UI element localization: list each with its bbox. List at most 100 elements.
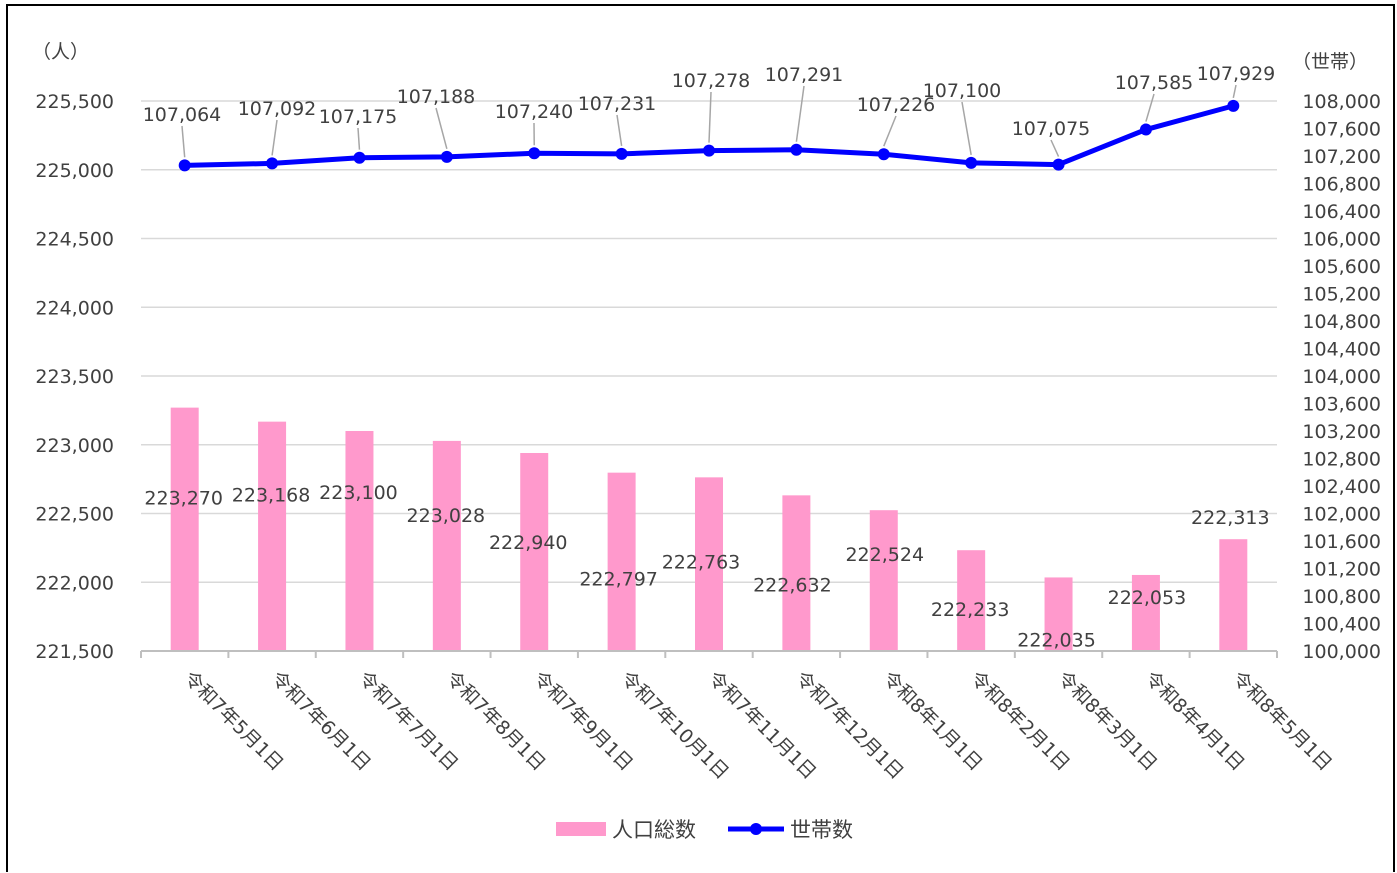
label-leader-lines [181, 84, 1237, 158]
right-tick-label: 101,600 [1302, 531, 1381, 553]
label-leader-line [1232, 84, 1237, 99]
household-data-label: 107,064 [143, 104, 222, 126]
household-line [178, 99, 1240, 172]
population-bar [432, 440, 461, 651]
household-point [440, 150, 453, 163]
population-bar [1044, 577, 1073, 651]
right-tick-label: 107,200 [1302, 146, 1381, 168]
household-data-label: 107,929 [1197, 63, 1276, 85]
population-data-label: 222,233 [931, 599, 1010, 621]
household-point [1227, 99, 1240, 112]
population-bars [170, 407, 1248, 651]
household-point [877, 148, 890, 161]
right-tick-label: 106,400 [1302, 201, 1381, 223]
left-tick-label: 224,500 [35, 229, 114, 251]
household-data-label: 107,100 [923, 80, 1002, 102]
population-data-label: 222,940 [489, 532, 568, 554]
right-tick-label: 104,400 [1302, 339, 1381, 361]
household-point [266, 157, 279, 170]
population-data-label: 222,763 [662, 551, 741, 573]
household-point [703, 144, 715, 157]
right-tick-label: 103,200 [1302, 421, 1381, 443]
right-tick-label: 105,200 [1302, 284, 1381, 306]
gridlines [141, 100, 1277, 583]
legend: 人口総数 世帯数 [556, 818, 853, 842]
population-bar [258, 421, 287, 651]
right-tick-label: 101,200 [1302, 559, 1381, 581]
right-tick-label: 104,800 [1302, 311, 1381, 333]
left-tick-label: 225,500 [35, 91, 114, 113]
population-bar [957, 550, 986, 651]
household-data-label: 107,585 [1115, 72, 1194, 94]
population-data-label: 222,313 [1191, 507, 1270, 529]
household-data-label: 107,226 [857, 94, 936, 116]
population-bar [345, 431, 374, 651]
left-tick-label: 221,500 [35, 641, 114, 663]
right-tick-label: 106,000 [1302, 229, 1381, 251]
household-data-label: 107,175 [319, 106, 398, 128]
label-leader-line [616, 114, 623, 146]
label-leader-line [1145, 93, 1155, 122]
right-tick-label: 100,000 [1302, 641, 1381, 663]
population-data-label: 223,028 [407, 505, 486, 527]
population-data-label: 222,053 [1108, 587, 1187, 609]
right-tick-label: 102,400 [1302, 476, 1381, 498]
population-bar [869, 510, 898, 651]
household-point [965, 156, 978, 169]
left-axis-unit: （人） [32, 41, 89, 63]
household-point [353, 151, 366, 164]
right-axis-ticks: 108,000 107,600 107,200 106,800 106,400 106,0… [1302, 91, 1381, 663]
population-data-label: 222,524 [845, 544, 924, 566]
population-data-label: 222,632 [753, 574, 832, 596]
household-data-label: 107,075 [1012, 118, 1091, 140]
right-tick-label: 102,000 [1302, 504, 1381, 526]
right-tick-label: 108,000 [1302, 91, 1381, 113]
population-bar [1219, 539, 1248, 651]
household-data-label: 107,188 [397, 86, 476, 108]
label-leader-line [435, 107, 448, 150]
left-tick-label: 222,500 [35, 504, 114, 526]
left-tick-label: 222,000 [35, 572, 114, 594]
left-axis-ticks: 225,500 225,000 224,500 224,000 223,500 223,0… [35, 91, 114, 663]
population-data-label: 222,035 [1017, 629, 1096, 651]
label-leader-line [1050, 139, 1060, 157]
legend-swatch-population [556, 822, 606, 836]
population-data-label: 223,100 [319, 482, 398, 504]
population-bar [1131, 574, 1160, 651]
household-point [1139, 123, 1152, 136]
population-data-label: 222,797 [579, 569, 658, 591]
label-leader-line [357, 127, 361, 150]
right-tick-label: 102,800 [1302, 449, 1381, 471]
population-data-label: 223,270 [144, 488, 223, 510]
household-data-label: 107,291 [765, 64, 844, 86]
right-tick-label: 100,800 [1302, 586, 1381, 608]
label-leader-line [883, 115, 897, 147]
population-bar [782, 495, 811, 651]
right-tick-label: 103,600 [1302, 394, 1381, 416]
left-tick-label: 225,000 [35, 160, 114, 182]
left-tick-label: 224,000 [35, 297, 114, 319]
right-tick-label: 100,400 [1302, 614, 1381, 636]
label-leader-line [708, 91, 712, 143]
legend-label-households: 世帯数 [790, 818, 853, 842]
population-bar [695, 477, 723, 651]
legend-swatch-households-marker [750, 823, 762, 835]
household-data-label: 107,092 [238, 98, 317, 120]
household-point [790, 143, 803, 156]
household-point [1052, 158, 1065, 171]
label-leader-line [961, 101, 972, 156]
right-tick-label: 105,600 [1302, 256, 1381, 278]
household-point [615, 147, 628, 160]
household-data-label: 107,231 [578, 93, 657, 115]
right-tick-label: 104,000 [1302, 366, 1381, 388]
household-data-label: 107,278 [672, 70, 751, 92]
population-data-label: 223,168 [232, 485, 311, 507]
label-leader-line [181, 125, 186, 158]
right-tick-label: 106,800 [1302, 174, 1381, 196]
label-leader-line [795, 85, 805, 142]
household-data-label: 107,240 [495, 101, 574, 123]
household-point [178, 159, 191, 172]
legend-label-population: 人口総数 [612, 818, 696, 842]
